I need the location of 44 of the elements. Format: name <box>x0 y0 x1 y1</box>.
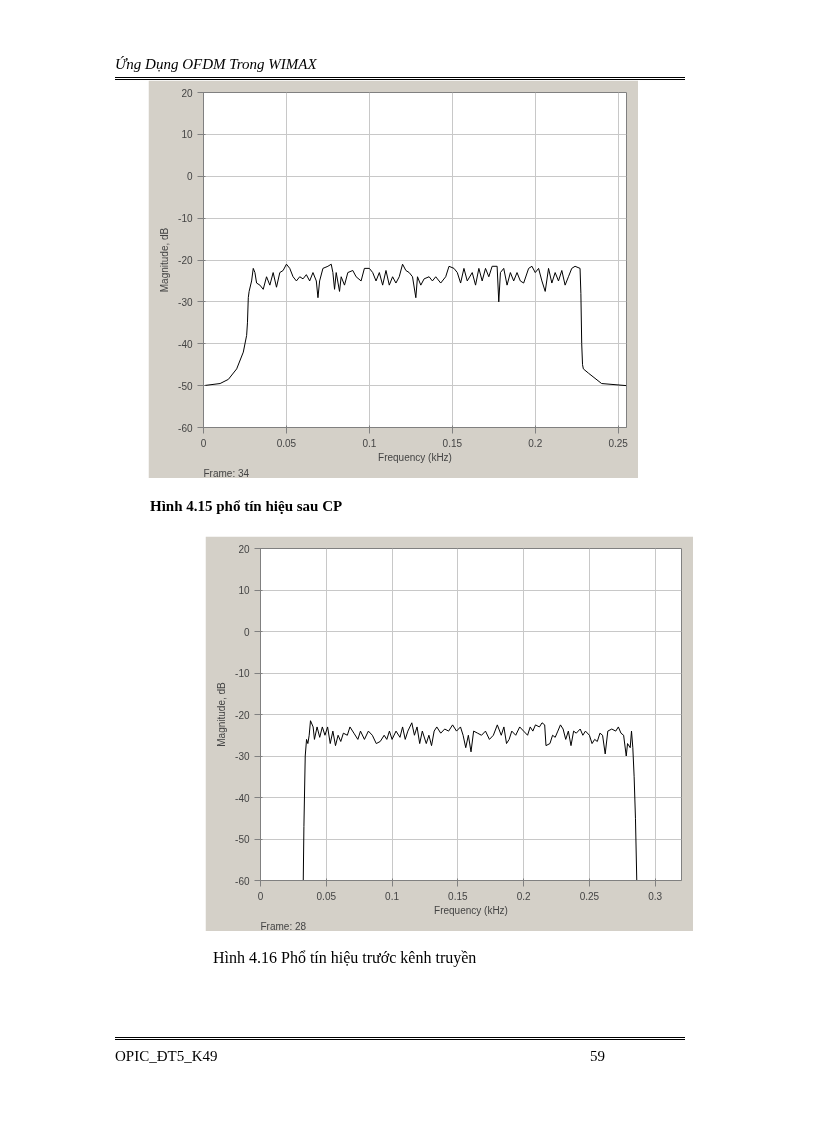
y-tick-label: -20 <box>235 709 250 721</box>
y-tick-label: 20 <box>238 543 250 555</box>
x-tick-label: 0.2 <box>528 437 543 449</box>
y-tick-label: -30 <box>178 296 193 308</box>
text: 59 <box>590 1047 605 1066</box>
x-tick-label: 0 <box>200 437 207 449</box>
y-tick-label: 0 <box>243 626 250 638</box>
y-tick-label: -50 <box>235 834 250 845</box>
x-tick-label: 0.15 <box>448 890 469 902</box>
x-tick-label: 0.1 <box>385 890 400 902</box>
text: Hình 4.15 phổ tín hiệu sau CP <box>150 497 343 516</box>
x-tick-label: 0.2 <box>516 890 532 902</box>
y-tick-label: -10 <box>178 213 193 225</box>
x-tick-label: 0.25 <box>608 437 629 449</box>
text: Frame: 28 <box>260 920 307 932</box>
x-tick-label: 0.15 <box>442 437 463 449</box>
x-tick-label: 0.05 <box>276 437 297 449</box>
y-tick-label: 10 <box>181 129 193 141</box>
x-tick-label: 0.05 <box>316 890 337 902</box>
line-series <box>203 263 627 387</box>
y-tick-label: 0 <box>186 171 193 183</box>
x-tick-label: 0.25 <box>579 890 600 902</box>
line-series <box>302 720 638 881</box>
x-tick-label: 0.1 <box>362 437 377 449</box>
x-axis-title: Frequency (kHz) <box>434 904 508 916</box>
y-tick-label: -60 <box>235 875 250 887</box>
y-axis-title: Magnitude, dB <box>216 681 228 747</box>
text: OPIC_ĐT5_K49 <box>115 1047 218 1066</box>
y-tick-label: 20 <box>181 87 193 99</box>
y-tick-label: -20 <box>178 255 193 266</box>
y-tick-label: -60 <box>178 422 193 434</box>
text: Ứng Dụng OFDM Trong WIMAX <box>115 55 317 74</box>
text: Frame: 34 <box>203 467 250 479</box>
y-tick-label: -10 <box>235 668 250 679</box>
y-tick-label: -30 <box>235 751 250 762</box>
y-tick-label: -40 <box>178 338 193 350</box>
y-tick-label: -40 <box>235 792 250 804</box>
y-axis-title: Magnitude, dB <box>159 227 171 293</box>
x-axis-title: Frequency (kHz) <box>378 451 452 463</box>
text: Hình 4.16 Phổ tín hiệu trước kênh truyền <box>213 948 477 969</box>
x-tick-label: 0.3 <box>648 890 663 902</box>
x-tick-label: 0 <box>257 890 264 902</box>
y-tick-label: 10 <box>238 585 250 596</box>
y-tick-label: -50 <box>178 380 193 392</box>
